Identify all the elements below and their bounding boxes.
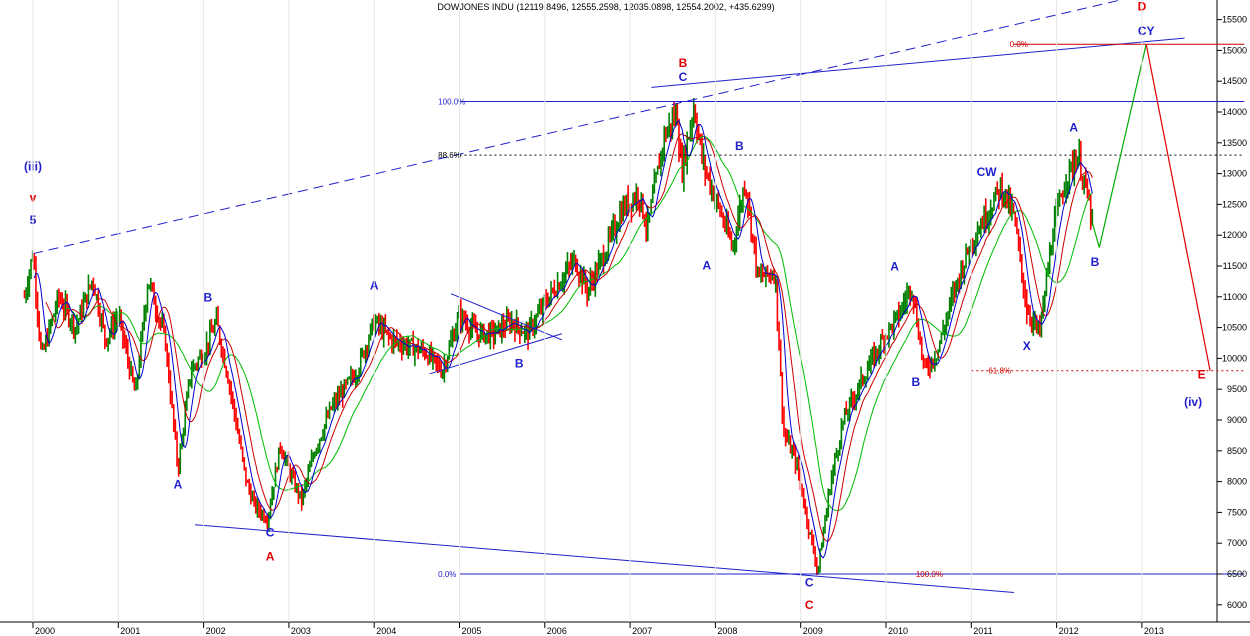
trend-line [651,37,1185,88]
x-tick-label: 2009 [803,626,823,636]
wave-label: E [1198,368,1206,382]
y-tick-label: 10500 [1222,323,1247,333]
wave-label: C [805,575,814,589]
y-tick-label: 14000 [1222,107,1247,117]
y-tick-label: 13000 [1222,169,1247,179]
x-tick-label: 2008 [717,626,737,636]
y-tick-label: 11000 [1223,292,1247,302]
y-tick-label: 10000 [1222,353,1247,363]
fib-level-label: 61.8% [988,367,1011,376]
y-tick-label: 12500 [1222,199,1247,209]
y-tick-label: 15000 [1222,45,1247,55]
projection-green-path [1091,44,1147,248]
wave-label: B [204,291,213,305]
x-tick-label: 2001 [120,626,140,636]
x-tick-label: 2011 [973,626,992,636]
chart-title: DOWJONES INDU (12119.8496, 12555.2598, 1… [437,2,774,12]
wave-label: B [679,56,688,70]
y-axis: 6000 6500 7000 7500 8000 8500 9000 9500 10000 105… [1217,15,1247,610]
y-tick-label: 15500 [1222,15,1247,25]
x-tick-label: 2010 [888,626,908,636]
y-tick-label: 7500 [1227,507,1247,517]
wave-label: A [266,549,275,563]
x-tick-label: 2000 [35,626,55,636]
trend-lines [32,0,1185,593]
y-tick-label: 8000 [1227,477,1247,487]
x-tick-label: 2003 [291,626,311,636]
moving-average-mid [45,132,1093,542]
projection-red-path [1145,44,1211,371]
y-tick-label: 9500 [1227,384,1247,394]
wave-label: C [266,525,275,539]
y-tick-label: 11500 [1223,261,1247,271]
wave-label: C [679,70,688,84]
x-axis: 2000 2001 2002 2003 2004 2005 2006 2007 2008 2009… [32,0,1164,636]
y-tick-label: 12000 [1222,230,1247,240]
wave-label: CY [1138,24,1155,38]
wave-label: B [515,357,524,371]
y-tick-label: 6000 [1227,600,1247,610]
wave-label: B [912,375,921,389]
wave-label: A [174,477,183,491]
fib-level-label: 88.6% [438,151,461,160]
fib-level-label: 100.0% [916,570,943,579]
wave-label: A [890,259,899,273]
fib-level-label: 0.0% [1010,40,1028,49]
plot-background [0,0,1217,622]
x-tick-label: 2013 [1144,626,1164,636]
wave-label: C [805,598,814,612]
trend-line [32,0,1123,255]
wave-projection [1091,44,1211,371]
fib-level-label: 100.0% [438,98,465,107]
trend-line [429,333,563,375]
x-tick-label: 2002 [206,626,226,636]
wave-label: (iv) [1184,395,1202,409]
wave-label: CW [977,165,998,179]
wave-label: X [1023,339,1031,353]
y-tick-label: 6500 [1227,569,1247,579]
wave-label: B [1091,255,1100,269]
wave-label: A [703,259,712,273]
x-tick-label: 2005 [462,626,482,636]
x-tick-label: 2007 [632,626,652,636]
x-tick-label: 2004 [376,626,396,636]
moving-average-fast [33,120,1093,559]
y-tick-label: 14500 [1222,76,1247,86]
trend-line [450,293,563,341]
wave-label: B [735,139,744,153]
x-tick-label: 2006 [547,626,567,636]
y-tick-label: 9000 [1227,415,1247,425]
y-tick-label: 7000 [1227,538,1247,548]
trend-line [195,524,1014,593]
moving-averages [33,120,1093,559]
fib-level-label: 0.0% [438,570,456,579]
wave-label: A [1069,121,1078,135]
x-tick-label: 2012 [1059,626,1079,636]
y-tick-label: 13500 [1222,138,1247,148]
fibonacci-levels: 0.0% 100.0% 88.6% 0.0% 100.0% 61.8% [438,40,1245,579]
y-tick-label: 8500 [1227,446,1247,456]
